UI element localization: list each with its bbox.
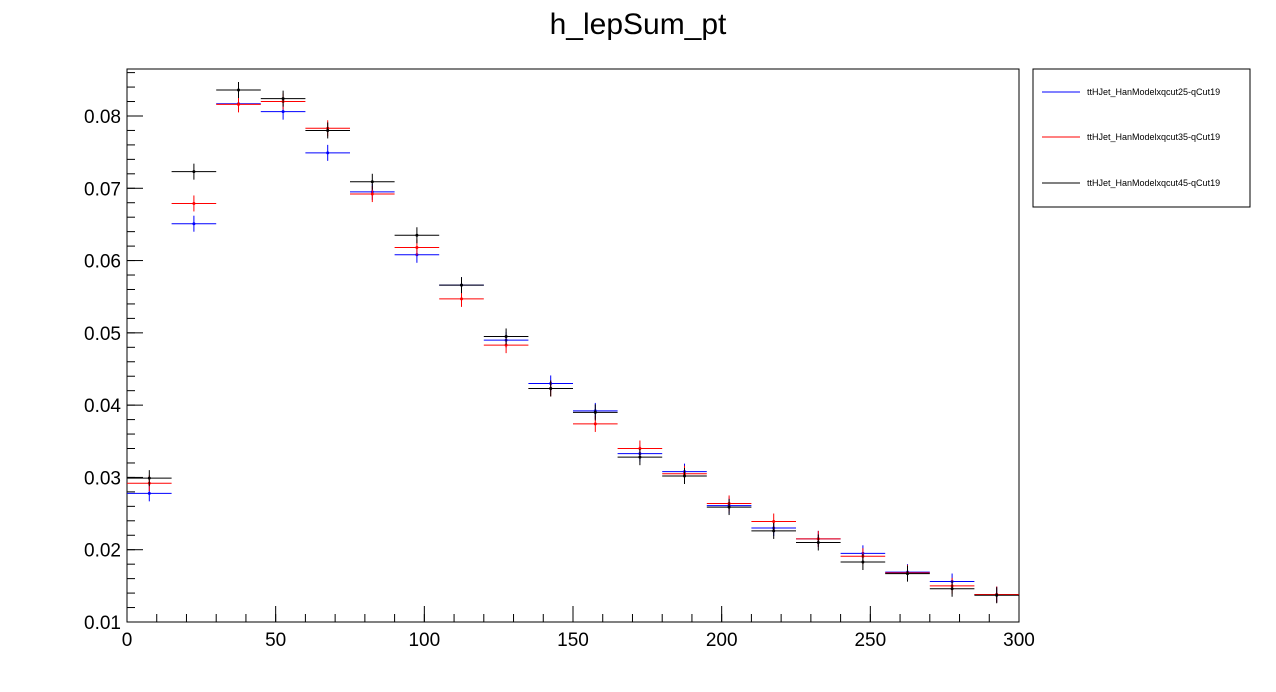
x-axis: 0 50 100 150 200 250 300 xyxy=(122,606,1035,651)
data-point xyxy=(326,128,330,132)
x-tick-label: 150 xyxy=(557,630,589,651)
y-tick-label: 0.01 xyxy=(84,613,121,634)
y-tick-label: 0.05 xyxy=(84,324,121,345)
legend-label: ttHJet_HanModelxqcut35-qCut19 xyxy=(1087,132,1220,142)
data-point xyxy=(816,540,820,544)
data-point xyxy=(638,447,642,451)
y-tick-label: 0.02 xyxy=(84,541,121,562)
data-point xyxy=(460,283,463,287)
x-tick-label: 300 xyxy=(1003,630,1035,651)
data-point xyxy=(504,334,508,338)
chart-title: h_lepSum_pt xyxy=(550,8,727,41)
data-point xyxy=(549,387,553,391)
data-point xyxy=(192,170,196,174)
data-point xyxy=(192,222,196,226)
data-point xyxy=(415,233,419,237)
data-point xyxy=(861,560,865,564)
data-point xyxy=(683,474,686,478)
y-tick-label: 0.08 xyxy=(84,107,121,128)
legend: ttHJet_HanModelxqcut25-qCut19 ttHJet_HanM… xyxy=(1032,68,1251,208)
y-tick-label: 0.06 xyxy=(84,252,121,273)
data-point xyxy=(192,201,196,205)
data-point xyxy=(772,529,776,533)
data-point xyxy=(593,410,597,414)
legend-label: ttHJet_HanModelxqcut45-qCut19 xyxy=(1087,178,1220,188)
y-tick-label: 0.03 xyxy=(84,468,121,489)
y-tick-label: 0.04 xyxy=(84,396,121,417)
data-point xyxy=(906,572,909,576)
x-tick-label: 200 xyxy=(706,630,738,651)
data-point xyxy=(950,587,954,591)
data-point xyxy=(370,192,374,196)
data-point xyxy=(281,97,285,101)
data-point xyxy=(504,343,508,347)
data-point xyxy=(995,593,999,597)
data-point xyxy=(237,88,240,92)
series-3 xyxy=(127,81,1019,604)
legend-label: ttHJet_HanModelxqcut25-qCut19 xyxy=(1087,87,1220,97)
data-point xyxy=(147,491,151,495)
x-tick-label: 100 xyxy=(408,630,440,651)
data-point xyxy=(727,505,731,509)
plot-frame xyxy=(126,68,1020,623)
x-tick-label: 0 xyxy=(122,630,133,651)
y-axis: 0.01 0.02 0.03 0.04 0.05 0.06 0.07 0.08 xyxy=(84,72,143,634)
plot-area xyxy=(126,68,1020,623)
data-point xyxy=(237,102,240,106)
series-layer xyxy=(127,81,1019,604)
data-point xyxy=(281,110,285,114)
x-tick-label: 50 xyxy=(265,630,286,651)
data-point xyxy=(370,180,374,184)
data-point xyxy=(593,422,597,426)
data-point xyxy=(772,520,776,524)
data-point xyxy=(147,476,151,480)
data-point xyxy=(460,297,463,301)
data-point xyxy=(326,151,330,155)
y-tick-label: 0.07 xyxy=(84,179,121,200)
data-point xyxy=(638,455,642,459)
x-tick-label: 250 xyxy=(854,630,886,651)
data-point xyxy=(415,246,419,250)
